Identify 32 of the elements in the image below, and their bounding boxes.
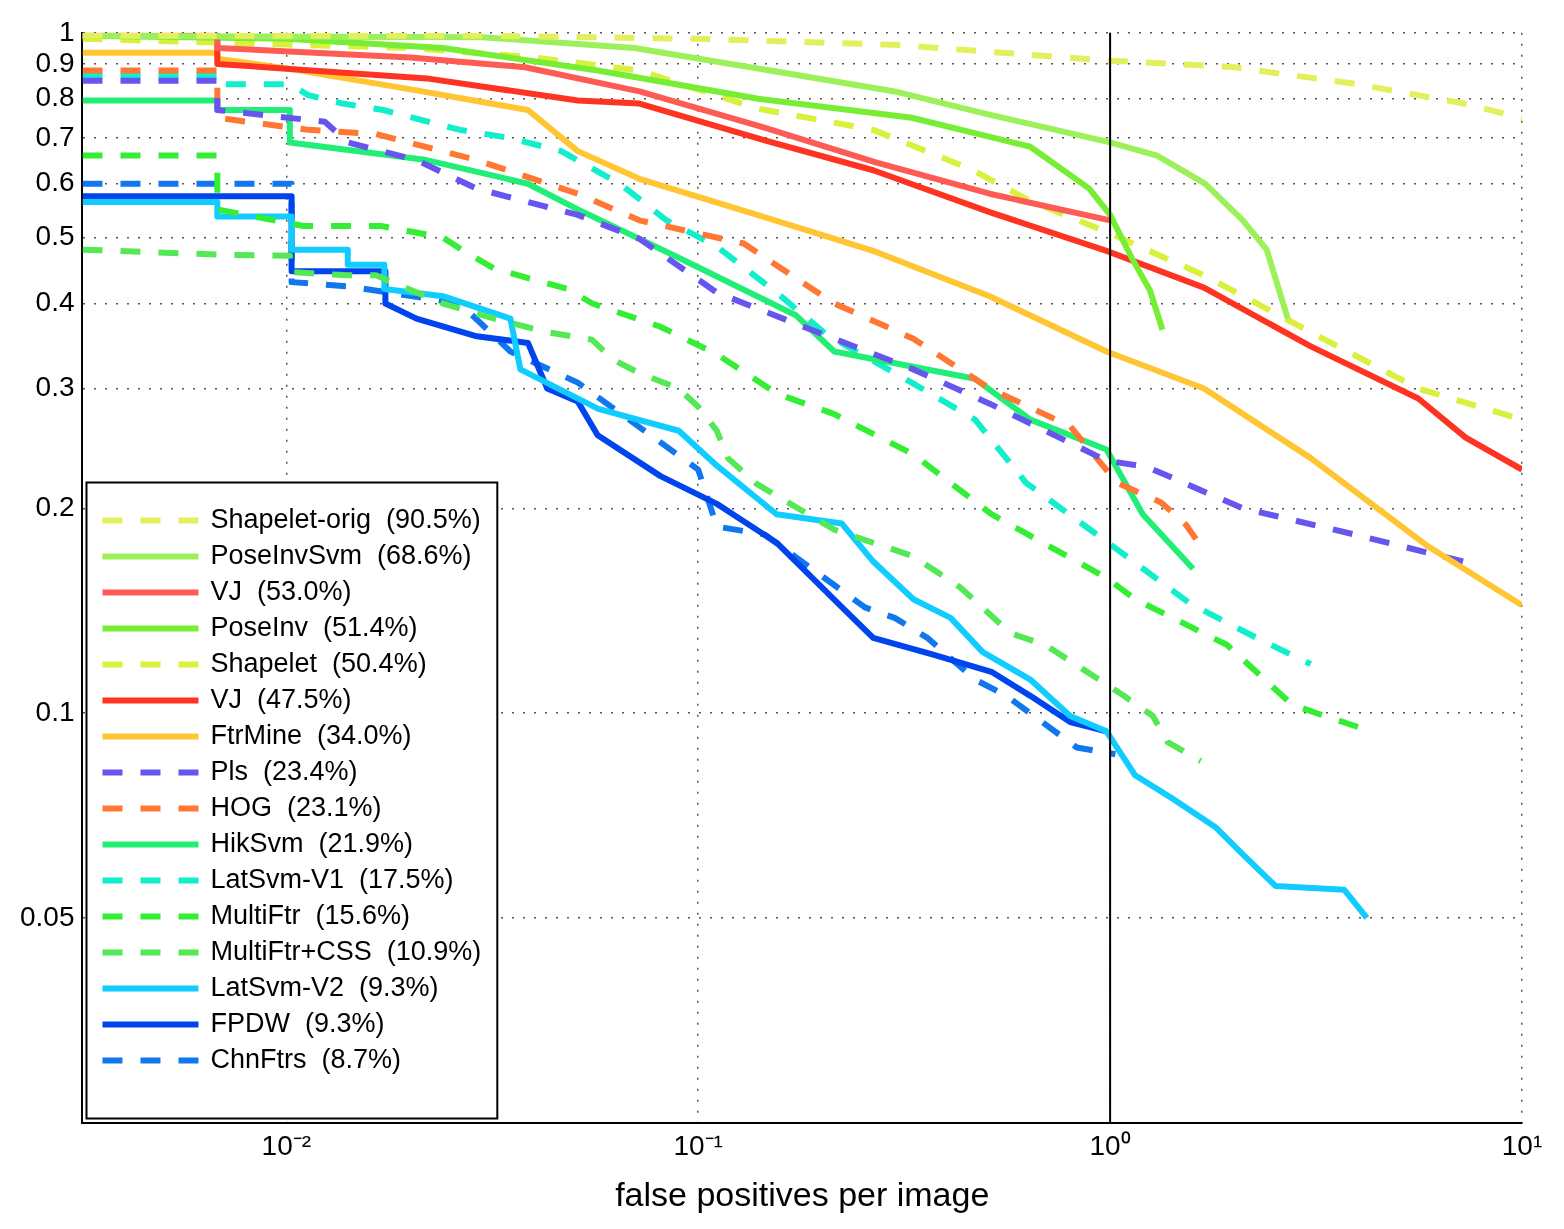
legend-label: PoseInv (51.4%) [210,612,418,643]
y-tick-label: 0.8 [35,81,75,113]
y-tick-label: 0.3 [35,371,75,403]
legend-label: ChnFtrs (8.7%) [210,1044,402,1075]
y-tick-label: 0.05 [20,900,75,932]
x-tick-label: 10⁻¹ [673,1130,723,1162]
legend-label: Shapelet-orig (90.5%) [210,504,481,535]
legend-label: MultiFtr (15.6%) [210,900,411,931]
legend-label: VJ (47.5%) [210,684,352,715]
y-tick-label: 0.6 [35,166,75,198]
x-tick-label: 10¹ [1501,1130,1543,1162]
y-tick-label: 0.2 [35,490,75,522]
y-tick-label: 0.9 [35,46,75,78]
y-tick-label: 0.4 [35,286,75,318]
x-tick-label: 10⁻² [261,1130,312,1162]
legend-label: LatSvm-V1 (17.5%) [210,864,454,895]
y-tick-label: 0.7 [35,120,75,152]
legend-label: HikSvm (21.9%) [210,828,414,859]
legend-label: VJ (53.0%) [210,576,352,607]
y-tick-label: 0.5 [35,220,75,252]
y-tick-label: 0.1 [35,695,75,727]
legend-label: FtrMine (34.0%) [210,720,412,751]
legend-label: HOG (23.1%) [210,792,382,823]
legend-label: FPDW (9.3%) [210,1008,385,1039]
legend-label: Shapelet (50.4%) [210,648,427,679]
legend-label: LatSvm-V2 (9.3%) [210,972,439,1003]
y-tick-label: 1 [58,15,75,47]
legend-label: Pls (23.4%) [210,756,358,787]
legend-label: PoseInvSvm (68.6%) [210,540,472,571]
legend-label: MultiFtr+CSS (10.9%) [210,936,482,967]
x-tick-label: 10⁰ [1089,1130,1131,1162]
x-axis-title: false positives per image [615,1174,990,1213]
